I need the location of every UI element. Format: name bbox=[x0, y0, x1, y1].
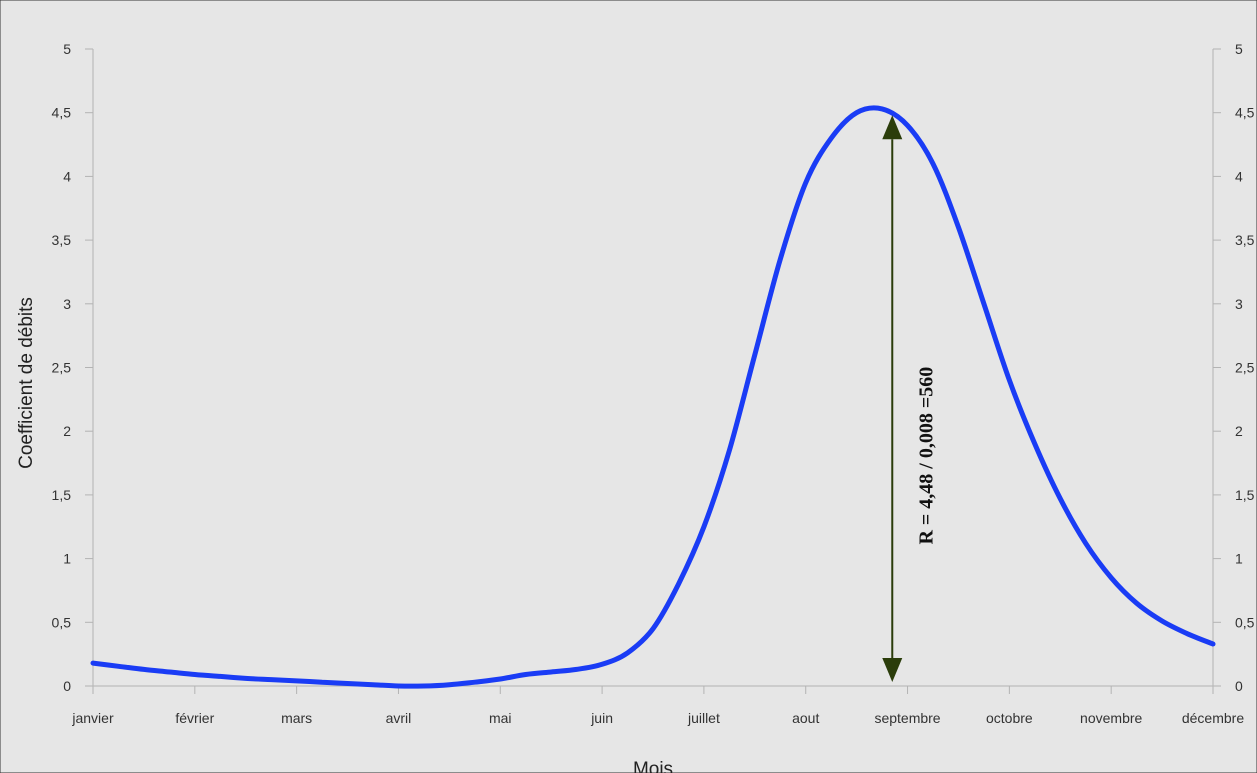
y-tick-label-left: 1 bbox=[63, 551, 71, 567]
x-tick-label: juillet bbox=[687, 710, 720, 726]
x-tick-label: novembre bbox=[1080, 710, 1142, 726]
y-tick-label-left: 1,5 bbox=[52, 487, 72, 503]
y-tick-label-left: 0,5 bbox=[52, 614, 72, 630]
y-tick-label-left: 4 bbox=[63, 168, 71, 184]
y-tick-label-right: 1,5 bbox=[1235, 487, 1255, 503]
y-tick-label-right: 3 bbox=[1235, 296, 1243, 312]
x-tick-label: octobre bbox=[986, 710, 1033, 726]
y-tick-label-left: 3 bbox=[63, 296, 71, 312]
y-tick-label-right: 5 bbox=[1235, 41, 1243, 57]
arrowhead-top bbox=[882, 115, 903, 140]
y-axis-title: Coefficient de débits bbox=[16, 297, 37, 469]
x-tick-label: mars bbox=[281, 710, 312, 726]
x-tick-label: septembre bbox=[874, 710, 940, 726]
y-tick-label-left: 2,5 bbox=[52, 360, 72, 376]
annotation: R = 4,48 / 0,008 =560 bbox=[882, 115, 937, 682]
y-tick-label-right: 1 bbox=[1235, 551, 1243, 567]
x-tick-label: juin bbox=[590, 710, 613, 726]
y-axis-left: 0 0,5 1 1,5 2 2,5 3 3,5 4 4,5 5 bbox=[52, 41, 94, 694]
x-tick-label: janvier bbox=[71, 710, 114, 726]
y-tick-label-right: 4,5 bbox=[1235, 105, 1255, 121]
annotation-label: R = 4,48 / 0,008 =560 bbox=[915, 367, 937, 545]
y-tick-label-right: 0,5 bbox=[1235, 614, 1255, 630]
arrowhead-bottom bbox=[882, 658, 903, 682]
y-tick-label-left: 4,5 bbox=[52, 105, 72, 121]
y-tick-label-left: 2 bbox=[63, 423, 71, 439]
x-tick-label: mai bbox=[489, 710, 512, 726]
y-tick-label-right: 4 bbox=[1235, 168, 1243, 184]
x-tick-label: décembre bbox=[1182, 710, 1244, 726]
x-axis: janvier février mars avril mai juin juillet aou… bbox=[71, 685, 1244, 726]
x-tick-label: aout bbox=[792, 710, 819, 726]
y-tick-label-right: 2,5 bbox=[1235, 360, 1255, 376]
x-tick-label: avril bbox=[386, 710, 412, 726]
series-line bbox=[90, 105, 1216, 689]
y-tick-label-left: 0 bbox=[63, 678, 71, 694]
y-axis-right: 0 0,5 1 1,5 2 2,5 3 3,5 4 4,5 5 bbox=[1212, 41, 1255, 694]
y-tick-label-left: 3,5 bbox=[52, 232, 72, 248]
y-tick-label-right: 2 bbox=[1235, 423, 1243, 439]
x-axis-title: Mois bbox=[633, 759, 673, 773]
y-tick-label-left: 5 bbox=[63, 41, 71, 57]
y-tick-label-right: 0 bbox=[1235, 678, 1243, 694]
x-tick-label: février bbox=[175, 710, 214, 726]
y-tick-label-right: 3,5 bbox=[1235, 232, 1255, 248]
